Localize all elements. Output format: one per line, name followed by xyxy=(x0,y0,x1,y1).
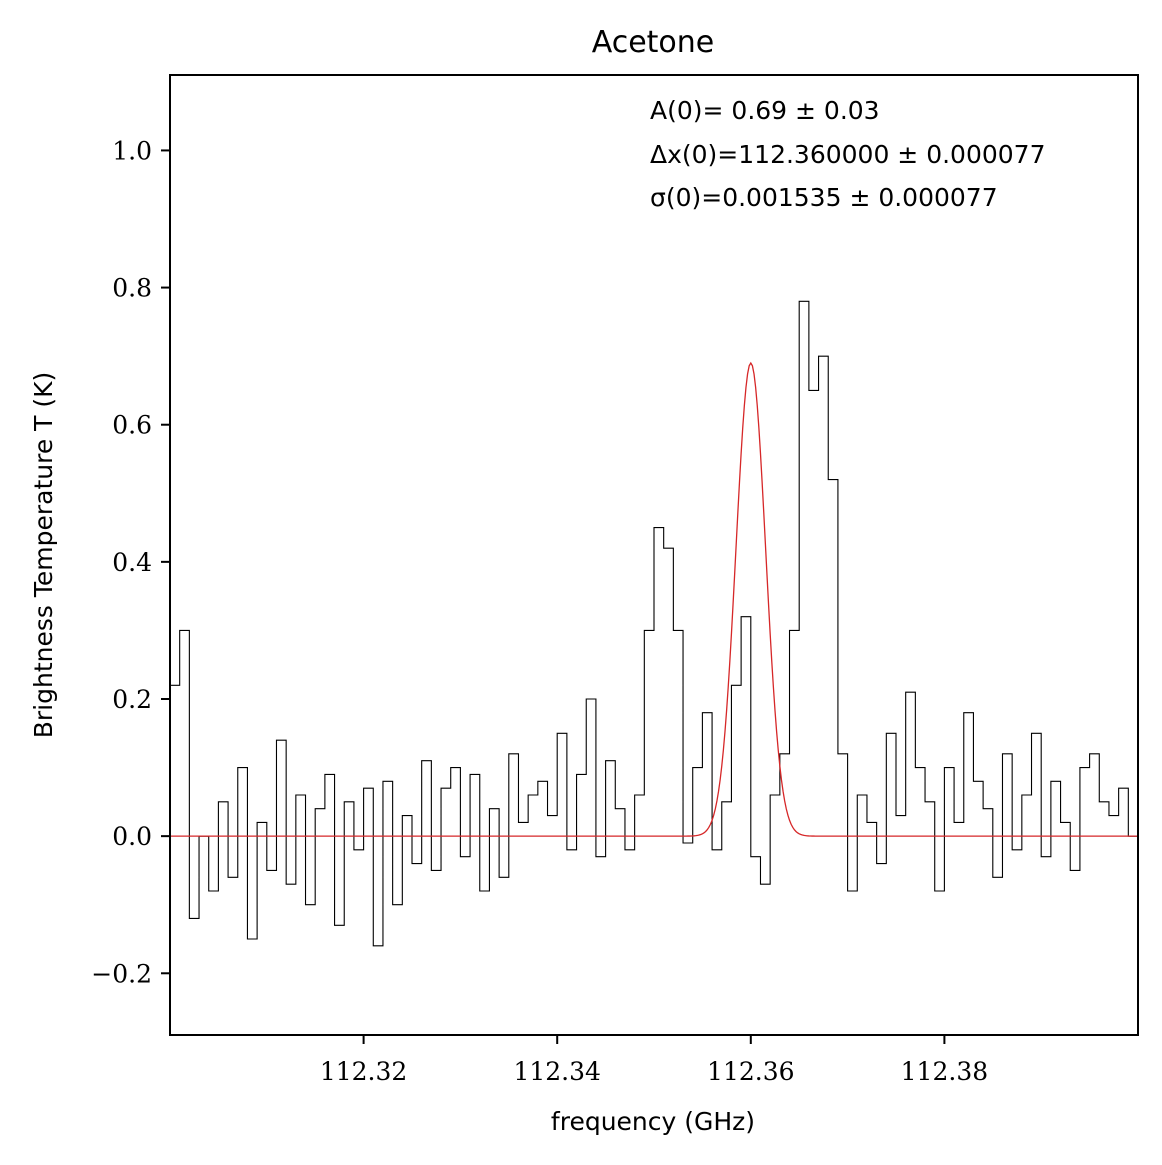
gaussian-fit-line xyxy=(170,361,1138,837)
plot-frame xyxy=(169,74,1139,1036)
y-tick-label: 0.4 xyxy=(112,548,152,577)
y-tick-label: 0.2 xyxy=(112,685,152,714)
fit-parameter-sigma: σ(0)=0.001535 ± 0.000077 xyxy=(650,183,998,212)
x-tick-label: 112.38 xyxy=(901,1057,988,1086)
y-axis-ticks: −0.2 0.0 0.2 0.4 0.6 0.8 1.0 xyxy=(91,136,170,988)
plot-area xyxy=(170,300,1138,947)
x-axis-label: frequency (GHz) xyxy=(551,1107,755,1136)
y-tick-label: −0.2 xyxy=(91,959,152,988)
y-tick-label: 1.0 xyxy=(112,136,152,165)
spectrum-series-line xyxy=(170,300,1138,947)
x-axis-ticks: 112.32 112.34 112.36 112.38 xyxy=(320,1035,988,1086)
y-tick-label: 0.0 xyxy=(112,822,152,851)
y-tick-label: 0.6 xyxy=(112,411,152,440)
x-tick-label: 112.32 xyxy=(320,1057,407,1086)
fit-parameters: A(0)= 0.69 ± 0.03 Δx(0)=112.360000 ± 0.0… xyxy=(650,96,1045,212)
x-tick-label: 112.36 xyxy=(707,1057,794,1086)
y-axis-label: Brightness Temperature T (K) xyxy=(29,372,58,739)
fit-parameter-center: Δx(0)=112.360000 ± 0.000077 xyxy=(650,140,1045,169)
y-tick-label: 0.8 xyxy=(112,274,152,303)
fit-parameter-amplitude: A(0)= 0.69 ± 0.03 xyxy=(650,96,880,125)
chart-title: Acetone xyxy=(592,25,715,60)
x-tick-label: 112.34 xyxy=(513,1057,600,1086)
